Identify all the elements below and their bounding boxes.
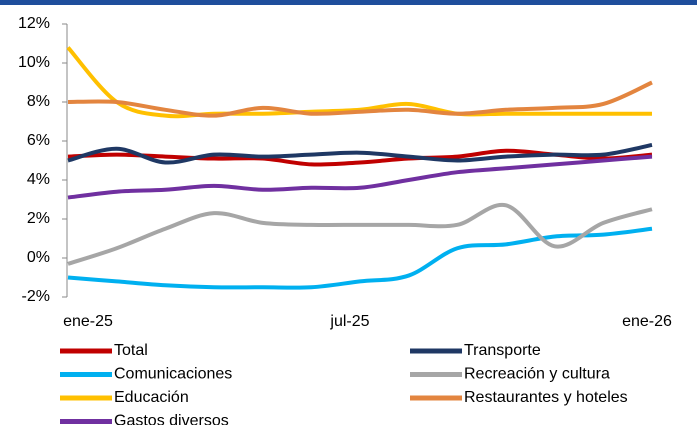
legend-label: Recreación y cultura xyxy=(464,366,610,383)
series-line xyxy=(67,203,653,266)
series-line xyxy=(67,154,653,200)
x-tick-label: ene-25 xyxy=(63,313,113,330)
y-tick-label: 8% xyxy=(27,93,50,110)
y-tick-label: 2% xyxy=(27,210,50,227)
x-tick-label: jul-25 xyxy=(329,313,369,330)
legend-label: Gastos diversos xyxy=(114,413,229,425)
y-tick-label: 4% xyxy=(27,171,50,188)
series-line xyxy=(67,226,653,290)
y-tick-label: 12% xyxy=(18,15,50,32)
legend-label: Educación xyxy=(114,389,189,406)
y-tick-label: 0% xyxy=(27,249,50,266)
y-tick-label: 6% xyxy=(27,132,50,149)
y-tick-label: -2% xyxy=(22,288,50,305)
legend-label: Restaurantes y hoteles xyxy=(464,389,628,406)
legend-label: Total xyxy=(114,342,148,359)
legend-label: Transporte xyxy=(464,342,541,359)
header-bar xyxy=(0,0,697,5)
series-line xyxy=(67,80,653,118)
legend-label: Comunicaciones xyxy=(114,366,232,383)
series-line xyxy=(67,142,653,165)
y-tick-label: 10% xyxy=(18,54,50,71)
x-tick-label: ene-26 xyxy=(622,313,672,330)
